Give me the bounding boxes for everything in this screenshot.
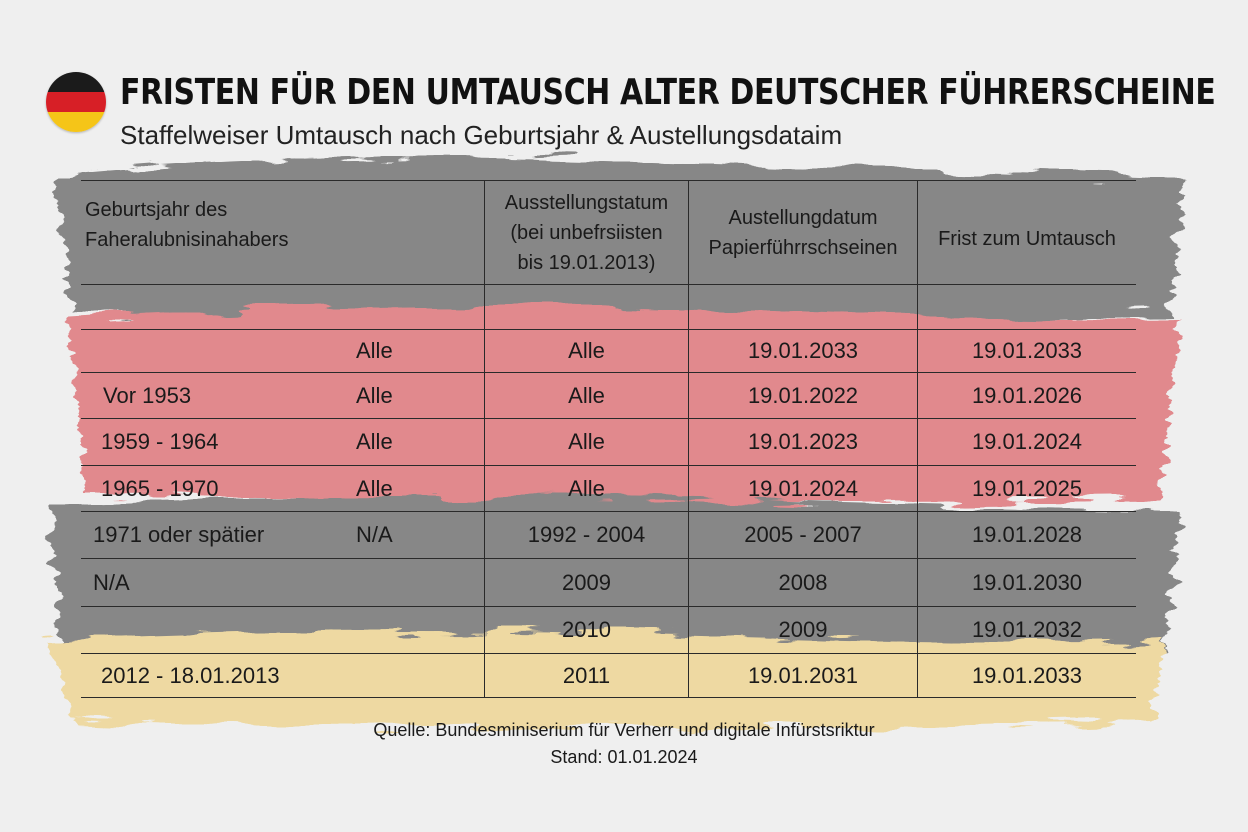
- page-subtitle: Staffelweiser Umtausch nach Geburtsjahr …: [120, 120, 843, 150]
- date-note: Stand: 01.01.2024: [550, 747, 698, 767]
- table-cell-deadline: 19.01.2026: [917, 372, 1136, 418]
- column-header-issue-date: Ausstellungstatum (bei unbefrsiisten bis…: [484, 180, 688, 284]
- table-cell-paper: 19.01.2033: [688, 329, 917, 372]
- flag-stripe-red: [46, 92, 106, 112]
- table-cell-paper: 2005 - 2007: [688, 511, 917, 558]
- table-cell-issued: [484, 284, 688, 329]
- table-cell-deadline: 19.01.2033: [917, 329, 1136, 372]
- table-cell-issued: 2009: [484, 558, 688, 606]
- gray-stroke-bottom: [50, 496, 1180, 657]
- column-header-exchange-deadline: Frist zum Umtausch: [917, 180, 1136, 284]
- table-cell-paper: 19.01.2023: [688, 418, 917, 465]
- table-row-birth: N/A: [81, 558, 484, 606]
- german-flag-icon: [46, 72, 106, 132]
- deadline-table: Geburtsjahr des Faheralubnisinahabers Au…: [81, 180, 1136, 698]
- table-cell-deadline: 19.01.2024: [917, 418, 1136, 465]
- table-cell-issued: Alle: [484, 372, 688, 418]
- table-cell-issued: 1992 - 2004: [484, 511, 688, 558]
- table-cell-deadline: 19.01.2025: [917, 465, 1136, 511]
- page-title: FRISTEN FÜR DEN UMTAUSCH ALTER DEUTSCHER…: [120, 72, 1216, 113]
- flag-stripe-black: [46, 72, 106, 92]
- table-cell-deadline: 19.01.2030: [917, 558, 1136, 606]
- table-cell-paper: 2009: [688, 606, 917, 653]
- table-row-birth: [81, 606, 484, 653]
- flag-stripe-gold: [46, 112, 106, 132]
- table-row-birth: 1965 - 1970 Alle: [81, 465, 484, 511]
- table-row-empty-birth: [81, 284, 484, 329]
- table-row-birth: Vor 1953 Alle: [81, 372, 484, 418]
- table-cell-paper: 2008: [688, 558, 917, 606]
- table-cell-deadline: 19.01.2032: [917, 606, 1136, 653]
- table-row-birth: Alle: [81, 329, 484, 372]
- table-cell-issued: 2010: [484, 606, 688, 653]
- gold-stroke: [45, 631, 1165, 729]
- table-cell-paper: 19.01.2031: [688, 653, 917, 698]
- column-header-paper-licence-date: Austellungdatum Papierführrschseinen: [688, 180, 917, 284]
- table-cell-issued: Alle: [484, 418, 688, 465]
- gray-stroke-top: [55, 157, 1185, 323]
- table-cell-deadline: 19.01.2028: [917, 511, 1136, 558]
- table-cell-issued: 2011: [484, 653, 688, 698]
- column-header-birth-year: Geburtsjahr des Faheralubnisinahabers: [81, 180, 484, 284]
- table-cell-issued: Alle: [484, 329, 688, 372]
- source-note: Quelle: Bundesminiserium für Verherr und…: [373, 720, 875, 740]
- table-cell-issued: Alle: [484, 465, 688, 511]
- table-cell-paper: 19.01.2022: [688, 372, 917, 418]
- table-cell-deadline: [917, 284, 1136, 329]
- table-cell-deadline: 19.01.2033: [917, 653, 1136, 698]
- table-row-birth: 2012 - 18.01.2013: [81, 653, 484, 698]
- red-stroke: [70, 306, 1180, 503]
- table-row-birth: 1971 oder spätier N/A: [81, 511, 484, 558]
- table-cell-paper: [688, 284, 917, 329]
- table-row-birth: 1959 - 1964 Alle: [81, 418, 484, 465]
- table-cell-paper: 19.01.2024: [688, 465, 917, 511]
